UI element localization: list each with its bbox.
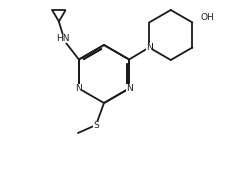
Text: N: N [146, 43, 153, 52]
Text: N: N [126, 84, 133, 93]
Text: N: N [146, 43, 153, 52]
Text: S: S [93, 121, 99, 130]
Text: N: N [76, 84, 82, 93]
Text: HN: HN [56, 34, 70, 43]
Text: OH: OH [200, 13, 214, 22]
